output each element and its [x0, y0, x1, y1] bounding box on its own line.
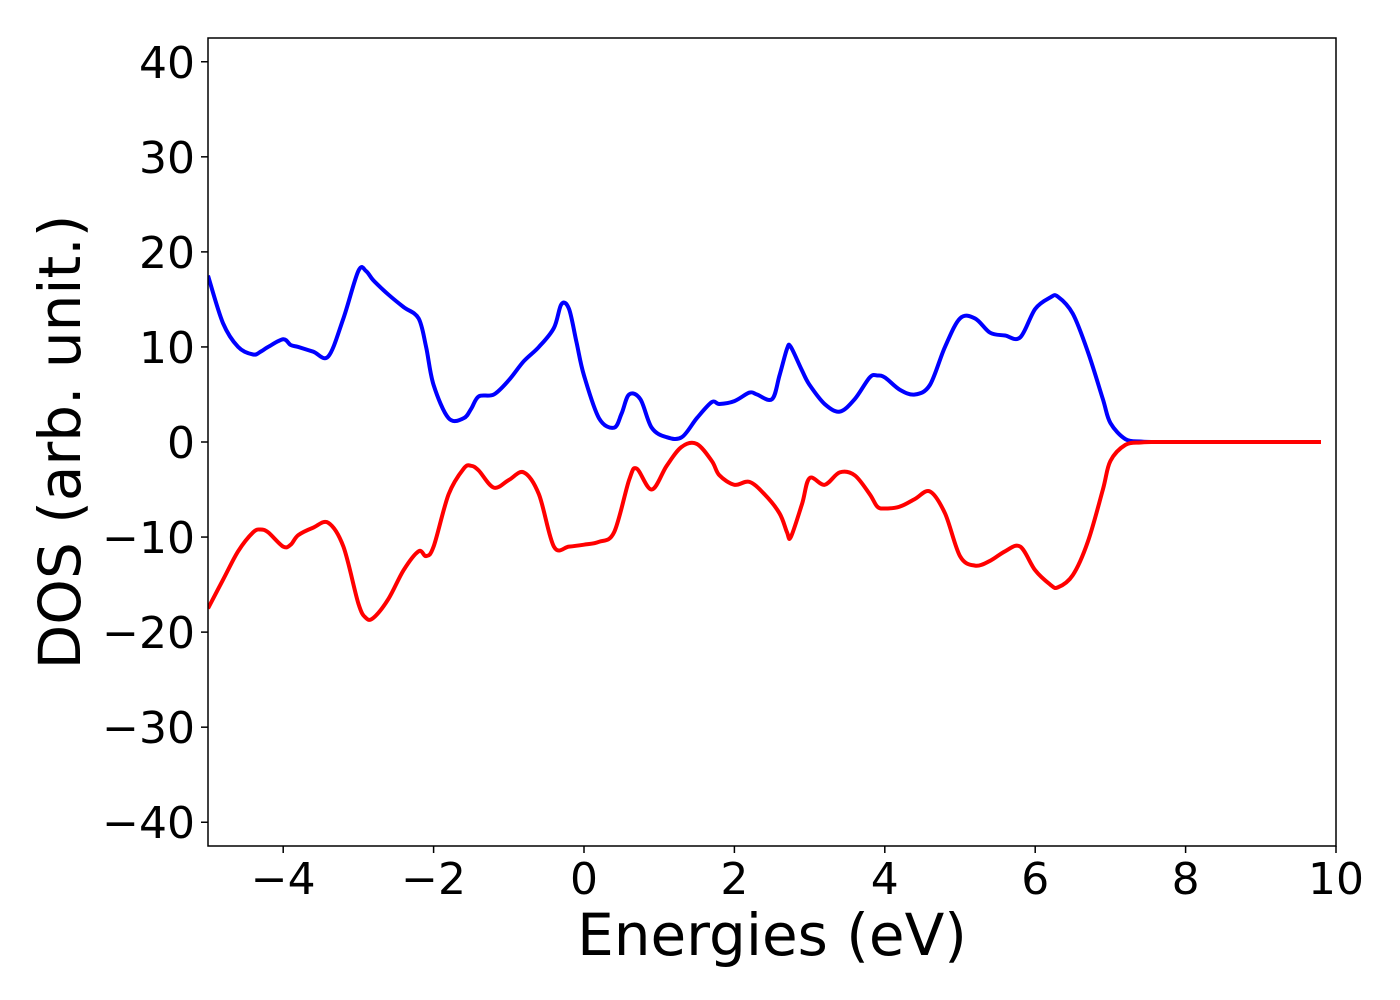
series-line-down: [208, 439, 1321, 622]
y-tick-label: 10: [139, 323, 195, 374]
y-tick-label: 0: [167, 418, 195, 469]
y-tick-label: 30: [139, 133, 195, 184]
y-tick-label: −40: [102, 798, 195, 849]
y-tick-label: 40: [139, 38, 195, 89]
x-tick-label: 10: [1308, 854, 1364, 905]
y-tick-label: −10: [102, 513, 195, 564]
x-tick-label: 0: [570, 854, 598, 905]
series-line-up: [208, 265, 1321, 445]
x-tick-label: 2: [720, 854, 748, 905]
y-tick-label: −30: [102, 703, 195, 754]
y-tick-label: −20: [102, 608, 195, 659]
y-tick-label: 20: [139, 228, 195, 279]
series-layer: [208, 265, 1321, 622]
y-axis-title: DOS (arb. unit.): [26, 215, 94, 670]
x-axis-title: Energies (eV): [577, 901, 967, 969]
x-tick-label: 6: [1021, 854, 1049, 905]
x-tick-label: 4: [871, 854, 899, 905]
x-tick-label: −4: [251, 854, 316, 905]
x-tick-label: −2: [401, 854, 466, 905]
x-tick-label: 8: [1172, 854, 1200, 905]
